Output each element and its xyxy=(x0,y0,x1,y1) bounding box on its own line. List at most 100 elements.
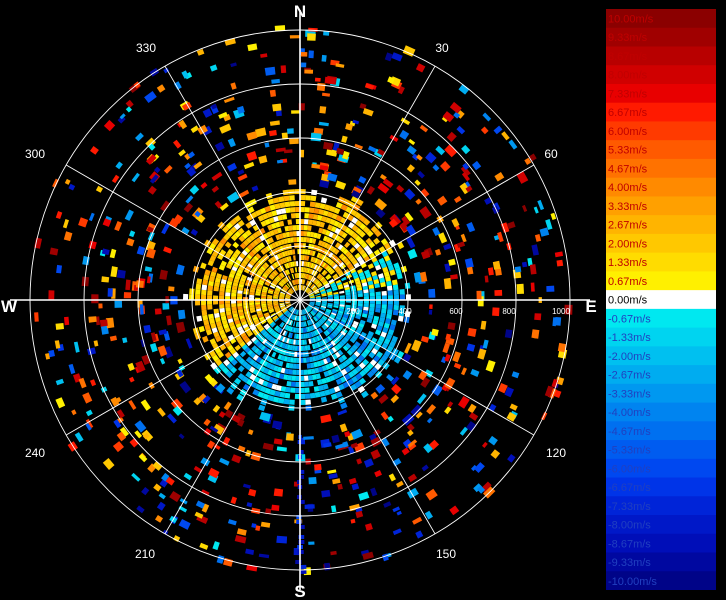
velocity-bin xyxy=(364,83,374,90)
velocity-bin xyxy=(425,488,438,501)
velocity-bin xyxy=(365,237,373,245)
velocity-bin xyxy=(357,326,363,332)
velocity-bin xyxy=(229,218,238,226)
velocity-bin xyxy=(155,515,163,523)
velocity-bin xyxy=(55,378,64,386)
velocity-bin xyxy=(306,280,310,286)
velocity-bin xyxy=(428,288,436,298)
velocity-bin xyxy=(350,239,358,247)
velocity-bin xyxy=(304,213,310,219)
velocity-bin xyxy=(399,289,405,295)
velocity-bin xyxy=(313,349,318,356)
velocity-bin xyxy=(310,331,314,338)
velocity-bin xyxy=(227,162,237,172)
velocity-bin xyxy=(362,358,370,366)
velocity-bin xyxy=(271,371,277,377)
velocity-bin xyxy=(218,111,228,119)
velocity-bin xyxy=(184,153,191,160)
velocity-bin xyxy=(279,321,284,327)
velocity-bin xyxy=(140,399,151,411)
velocity-bin xyxy=(283,337,288,343)
velocity-bin xyxy=(311,318,315,324)
velocity-bin xyxy=(282,308,288,313)
velocity-bin xyxy=(544,385,554,398)
velocity-bin xyxy=(374,470,382,478)
velocity-bin xyxy=(303,321,306,327)
velocity-bin xyxy=(99,319,108,327)
velocity-bin xyxy=(249,323,255,329)
bearing-label: 30 xyxy=(435,41,449,55)
velocity-bin xyxy=(237,296,243,300)
velocity-bin xyxy=(302,255,305,261)
velocity-bin xyxy=(330,332,337,338)
velocity-bin xyxy=(360,262,367,269)
velocity-bin xyxy=(249,294,255,298)
velocity-bin xyxy=(214,200,223,209)
velocity-bin xyxy=(223,557,234,567)
velocity-bin xyxy=(332,321,338,327)
velocity-bin xyxy=(285,231,290,238)
velocity-bin xyxy=(338,229,345,237)
velocity-bin xyxy=(257,215,265,222)
velocity-bin xyxy=(251,314,258,319)
velocity-bin xyxy=(285,350,290,356)
velocity-bin xyxy=(265,334,272,340)
velocity-bin xyxy=(382,178,394,188)
velocity-bin xyxy=(48,349,55,358)
velocity-bin xyxy=(332,330,338,337)
velocity-bin xyxy=(305,307,310,313)
velocity-bin xyxy=(304,219,309,225)
velocity-bin xyxy=(397,241,405,250)
velocity-bin xyxy=(262,442,274,451)
velocity-bin xyxy=(235,322,242,329)
legend-label: -5.33m/s xyxy=(608,445,651,457)
velocity-bin xyxy=(386,285,393,291)
velocity-bin xyxy=(319,165,329,171)
velocity-bin xyxy=(214,141,225,152)
velocity-bin xyxy=(265,280,271,285)
velocity-bin xyxy=(306,307,310,312)
velocity-bin xyxy=(506,221,516,229)
velocity-bin xyxy=(363,269,370,275)
velocity-bin xyxy=(253,246,260,253)
velocity-bin xyxy=(201,289,207,296)
velocity-bin xyxy=(387,300,393,305)
velocity-bin xyxy=(260,345,266,351)
velocity-bin xyxy=(315,220,321,227)
velocity-bin xyxy=(294,279,297,285)
velocity-bin xyxy=(293,333,297,339)
velocity-bin xyxy=(259,365,266,373)
velocity-bin xyxy=(524,157,532,165)
velocity-bin xyxy=(261,275,267,280)
velocity-bin xyxy=(340,264,347,270)
velocity-bin xyxy=(348,279,355,284)
velocity-bin xyxy=(279,335,284,342)
velocity-bin xyxy=(225,288,231,293)
velocity-bin xyxy=(332,478,341,485)
legend-swatch xyxy=(606,421,716,441)
velocity-bin xyxy=(279,313,284,319)
velocity-bin xyxy=(263,332,270,338)
velocity-bin xyxy=(285,207,291,214)
velocity-bin xyxy=(334,345,340,351)
velocity-bin xyxy=(203,428,212,436)
velocity-bin xyxy=(253,264,260,270)
velocity-bin xyxy=(315,300,321,303)
velocity-bin xyxy=(310,338,314,344)
velocity-bin xyxy=(287,128,294,134)
velocity-bin xyxy=(545,219,553,230)
velocity-bin xyxy=(354,252,361,259)
velocity-bin xyxy=(289,249,293,255)
velocity-bin xyxy=(467,403,477,414)
velocity-bin xyxy=(113,397,122,405)
velocity-bin xyxy=(303,357,307,363)
velocity-bin xyxy=(234,535,247,544)
velocity-bin xyxy=(311,310,317,315)
velocity-bin xyxy=(211,238,220,246)
velocity-bin xyxy=(329,218,336,226)
velocity-bin xyxy=(362,551,374,560)
velocity-bin xyxy=(534,234,542,242)
velocity-bin xyxy=(262,263,268,270)
velocity-bin xyxy=(317,328,322,334)
velocity-bin xyxy=(184,162,191,170)
